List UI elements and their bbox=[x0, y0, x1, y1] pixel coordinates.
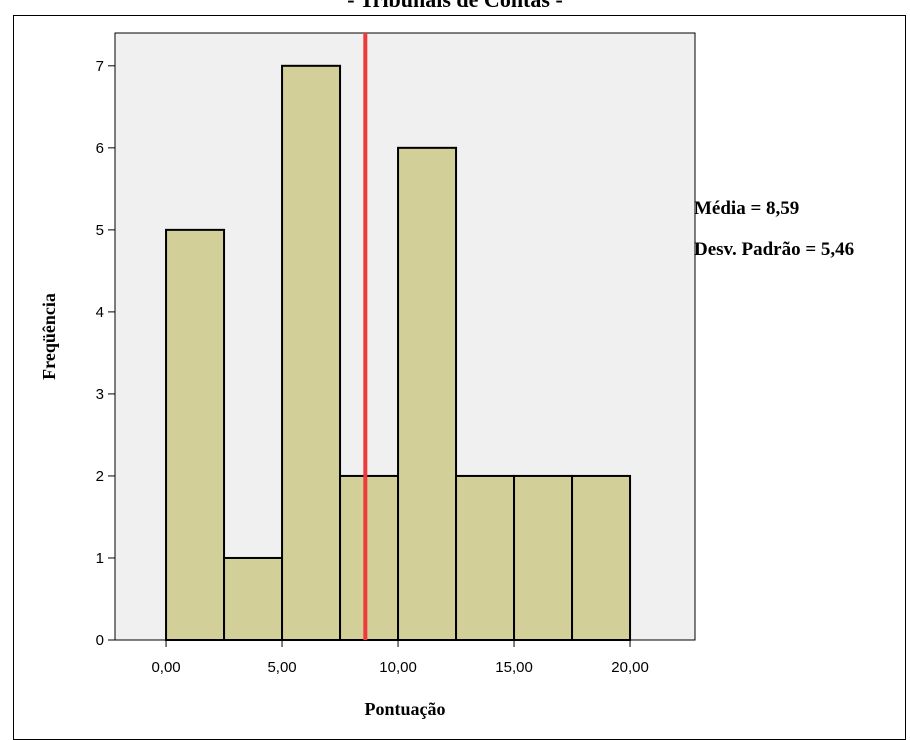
y-tick-label: 5 bbox=[96, 222, 104, 239]
x-axis-title: Pontuação bbox=[365, 699, 446, 719]
histogram-bar bbox=[571, 474, 632, 641]
x-tick-label: 0,00 bbox=[151, 659, 180, 676]
y-tick-label: 6 bbox=[96, 140, 104, 157]
x-tick-label: 15,00 bbox=[495, 659, 533, 676]
y-tick-label: 3 bbox=[96, 386, 104, 403]
histogram-bar bbox=[281, 64, 342, 642]
bars bbox=[165, 64, 632, 642]
histogram-bar bbox=[165, 228, 226, 641]
y-tick-label: 7 bbox=[96, 58, 104, 75]
y-tick-label: 0 bbox=[96, 632, 104, 649]
histogram-bar bbox=[455, 474, 516, 641]
histogram-bar bbox=[339, 474, 400, 641]
histogram-bar bbox=[513, 474, 574, 641]
y-axis: 0 1 2 3 4 5 6 7 bbox=[96, 58, 115, 649]
chart-title: - Tribunais de Contas - bbox=[0, 0, 910, 13]
histogram-bar bbox=[223, 556, 284, 641]
x-tick-label: 5,00 bbox=[267, 659, 296, 676]
x-axis: 0,00 5,00 10,00 15,00 20,00 bbox=[151, 640, 649, 676]
y-tick-label: 2 bbox=[96, 468, 104, 485]
y-tick-label: 4 bbox=[96, 304, 104, 321]
x-tick-label: 10,00 bbox=[379, 659, 417, 676]
y-axis-title: Freqüência bbox=[39, 293, 59, 380]
mean-stat: Média = 8,59 bbox=[694, 198, 800, 219]
std-stat: Desv. Padrão = 5,46 bbox=[694, 239, 855, 260]
histogram-bar bbox=[397, 146, 458, 642]
y-tick-label: 1 bbox=[96, 550, 104, 567]
x-tick-label: 20,00 bbox=[611, 659, 649, 676]
